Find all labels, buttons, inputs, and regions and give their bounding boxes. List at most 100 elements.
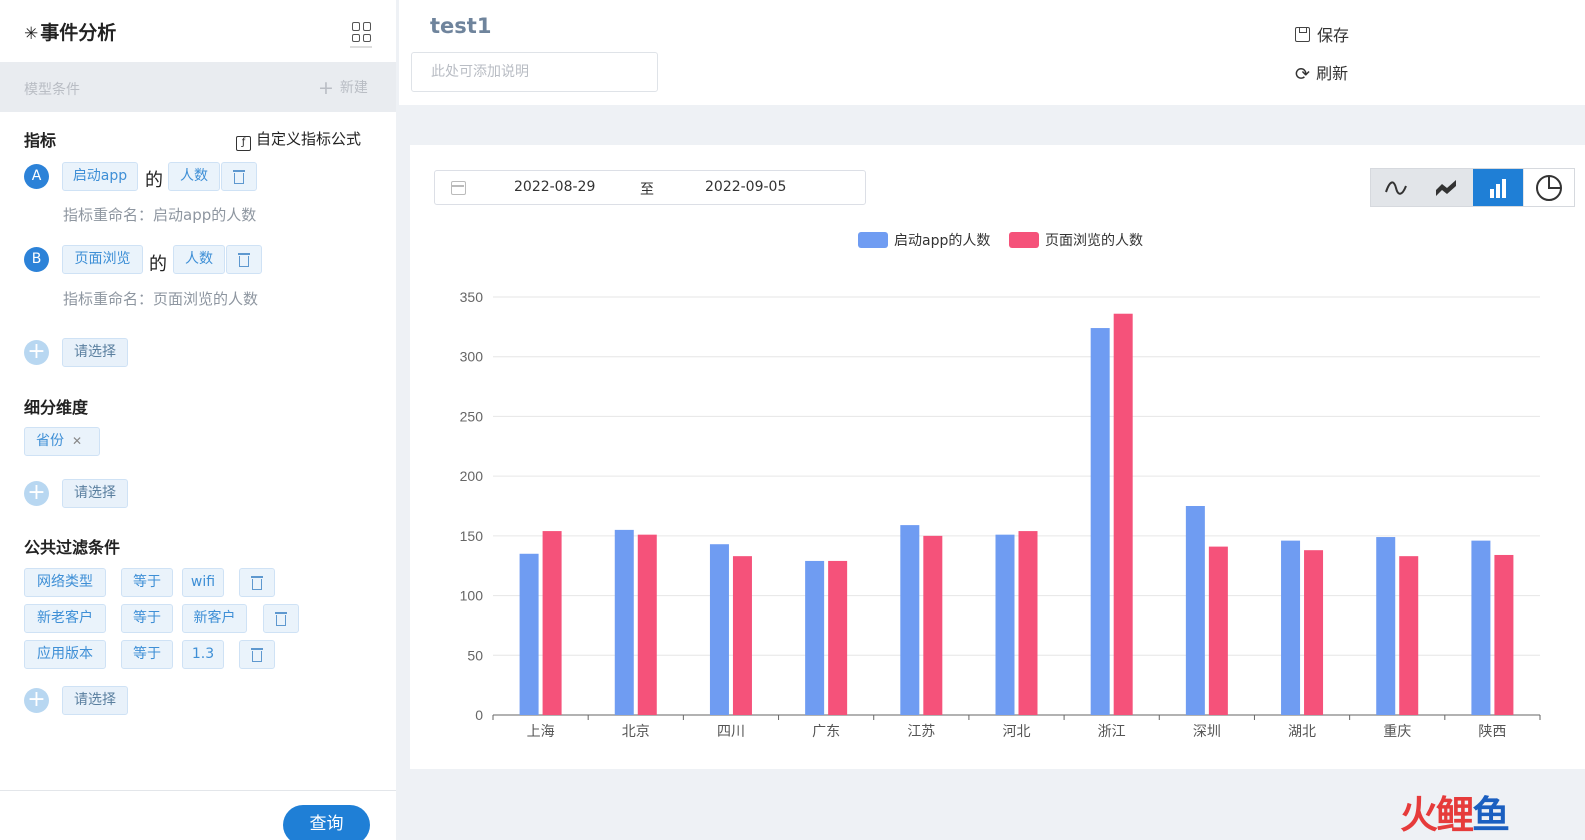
date-end[interactable]: 2022-09-05 xyxy=(705,179,787,195)
bar xyxy=(1281,540,1301,715)
y-tick-label: 50 xyxy=(467,647,483,663)
metrics-title: 指标 xyxy=(24,131,57,150)
of-label: 的 xyxy=(149,254,167,275)
trash-icon xyxy=(251,576,263,590)
filter-field-select[interactable]: 网络类型 xyxy=(24,568,106,597)
report-title[interactable]: test1 xyxy=(430,14,492,38)
new-condition-button[interactable]: + 新建 xyxy=(318,77,368,99)
trash-icon xyxy=(251,648,263,662)
bar xyxy=(1304,550,1324,715)
metric-event-select[interactable]: 页面浏览 xyxy=(62,245,143,274)
filter-field-select[interactable]: 新老客户 xyxy=(24,604,106,633)
bar xyxy=(732,556,752,715)
close-icon[interactable]: ✕ xyxy=(72,434,83,448)
bar xyxy=(709,544,729,715)
filters-title: 公共过滤条件 xyxy=(24,538,121,557)
metric-event-select[interactable]: 启动app xyxy=(62,162,138,191)
add-metric-button[interactable]: + xyxy=(24,340,49,365)
x-tick-label: 河北 xyxy=(1003,724,1031,740)
grid-underline xyxy=(350,46,372,48)
refresh-button[interactable]: ⟳ 刷新 xyxy=(1295,64,1349,85)
delete-filter-button[interactable] xyxy=(239,640,275,669)
report-header: test1 此处可添加说明 保存 ⟳ 刷新 xyxy=(399,0,1585,105)
x-tick-label: 浙江 xyxy=(1098,724,1126,740)
filter-value-select[interactable]: 新客户 xyxy=(182,604,247,633)
query-button[interactable]: 查询 xyxy=(283,805,370,840)
area-chart-button[interactable] xyxy=(1421,169,1471,206)
delete-metric-button[interactable] xyxy=(221,162,257,191)
model-condition-label: 模型条件 xyxy=(24,82,80,98)
bar-chart-button[interactable] xyxy=(1473,169,1523,206)
metric-measure-select[interactable]: 人数 xyxy=(173,245,225,274)
bar xyxy=(1471,540,1491,715)
chart-panel: 2022-08-29 至 2022-09-05 启动app的人数 页面浏览的人数… xyxy=(410,145,1585,769)
x-tick-label: 湖北 xyxy=(1288,724,1316,740)
bar-chart: 0 50 100 150 200 250 300 350 上海 北京 四川 广东 江苏 河北 浙江 深圳 湖北 重… xyxy=(460,289,1541,740)
bar xyxy=(900,525,920,715)
filter-field-select[interactable]: 应用版本 xyxy=(24,640,106,669)
y-tick-label: 150 xyxy=(460,528,484,544)
filter-select-placeholder[interactable]: 请选择 xyxy=(62,686,128,715)
bar xyxy=(1208,546,1228,715)
legend-item-launch[interactable]: 启动app的人数 xyxy=(858,230,990,250)
x-tick-label: 江苏 xyxy=(907,724,935,740)
add-filter-button[interactable]: + xyxy=(24,688,49,713)
x-tick-label: 重庆 xyxy=(1383,724,1411,740)
delete-metric-button[interactable] xyxy=(226,245,262,274)
breakdown-tag: 省份 ✕ xyxy=(24,427,100,456)
trash-icon xyxy=(275,612,287,626)
filter-operator-select[interactable]: 等于 xyxy=(121,640,173,669)
plus-icon: + xyxy=(318,77,334,99)
filter-operator-select[interactable]: 等于 xyxy=(121,568,173,597)
save-icon xyxy=(1295,27,1310,42)
x-tick-label: 深圳 xyxy=(1193,724,1221,740)
bar xyxy=(828,560,848,715)
breakdown-select-placeholder[interactable]: 请选择 xyxy=(62,479,128,508)
save-button[interactable]: 保存 xyxy=(1295,22,1349,46)
y-tick-label: 250 xyxy=(460,408,484,424)
date-start[interactable]: 2022-08-29 xyxy=(514,179,596,195)
bar xyxy=(637,534,657,715)
bar xyxy=(923,535,943,715)
sidebar: ✳ 事件分析 模型条件 + 新建 指标 ƒ 自定义指标公式 A 启动app 的 人数 … xyxy=(0,0,396,840)
sparkle-icon: ✳ xyxy=(24,24,39,44)
breakdown-title: 细分维度 xyxy=(24,398,89,417)
bar xyxy=(1090,328,1110,715)
metric-select-placeholder[interactable]: 请选择 xyxy=(62,338,128,367)
filter-value-select[interactable]: 1.3 xyxy=(182,640,224,669)
trash-icon xyxy=(233,170,245,184)
date-range-picker[interactable]: 2022-08-29 至 2022-09-05 xyxy=(434,170,866,205)
bar xyxy=(805,560,825,715)
delete-filter-button[interactable] xyxy=(239,568,275,597)
pie-chart-button[interactable] xyxy=(1524,169,1574,206)
legend-item-pageview[interactable]: 页面浏览的人数 xyxy=(1009,230,1143,250)
metric-badge-a: A xyxy=(24,164,49,189)
delete-filter-button[interactable] xyxy=(263,604,299,633)
bar xyxy=(995,534,1015,715)
description-input[interactable]: 此处可添加说明 xyxy=(411,52,658,92)
add-breakdown-button[interactable]: + xyxy=(24,481,49,506)
page-title: ✳ 事件分析 xyxy=(24,22,117,44)
line-chart-button[interactable] xyxy=(1371,169,1421,206)
legend-swatch xyxy=(1009,232,1039,248)
y-tick-label: 350 xyxy=(460,289,484,305)
x-tick-label: 广东 xyxy=(812,724,840,740)
custom-formula-button[interactable]: ƒ 自定义指标公式 xyxy=(236,128,361,151)
bar xyxy=(1376,537,1396,715)
chart-type-toolbar xyxy=(1370,168,1575,207)
calendar-icon xyxy=(451,181,466,195)
filter-operator-select[interactable]: 等于 xyxy=(121,604,173,633)
metric-rename: 指标重命名：启动app的人数 xyxy=(63,206,257,224)
legend-swatch xyxy=(858,232,888,248)
model-condition-bar xyxy=(0,62,396,112)
metric-badge-b: B xyxy=(24,247,49,272)
metric-measure-select[interactable]: 人数 xyxy=(168,162,220,191)
filter-value-select[interactable]: wifi xyxy=(182,568,224,597)
y-tick-label: 0 xyxy=(475,707,483,723)
divider xyxy=(0,790,396,791)
of-label: 的 xyxy=(145,170,163,191)
grid-view-icon[interactable] xyxy=(352,22,372,42)
date-separator: 至 xyxy=(640,182,654,198)
y-tick-label: 100 xyxy=(460,588,484,604)
bar xyxy=(519,553,539,715)
